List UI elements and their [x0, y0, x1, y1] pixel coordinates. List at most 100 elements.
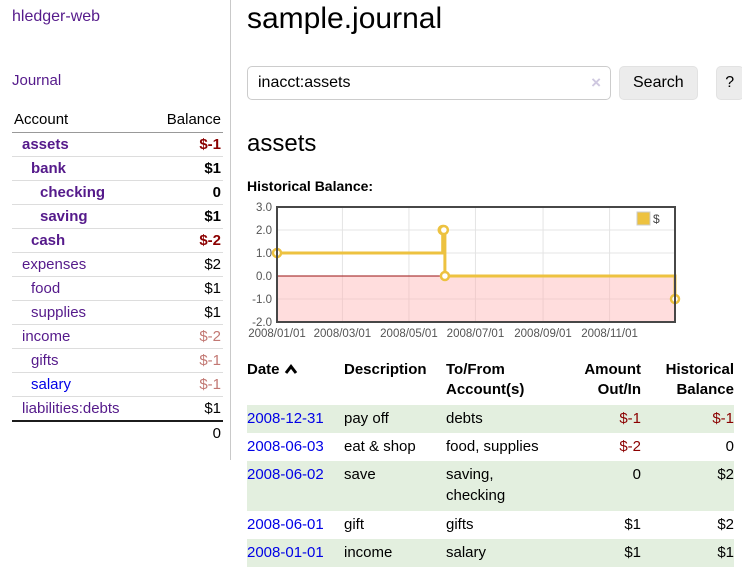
app-title-link[interactable]: hledger-web: [12, 8, 101, 25]
sidebar-account-cash[interactable]: cash: [31, 232, 66, 249]
account-heading: assets: [247, 130, 317, 157]
transaction-description: eat & shop: [344, 437, 416, 455]
accounts-total-spacer: [12, 420, 149, 445]
account-row: bank $1: [12, 156, 223, 181]
transaction-balance: 0: [725, 437, 734, 455]
transaction-date-link[interactable]: 2008-06-01: [247, 515, 324, 533]
app-title: hledger-web: [12, 8, 223, 26]
transaction-amount: $-2: [619, 437, 641, 455]
account-row: saving $1: [12, 204, 223, 229]
transaction-amount: $1: [558, 538, 641, 568]
account-row: income $-2: [12, 324, 223, 349]
transactions-table-body: 2008-12-31 pay off debts $-1 $-1 2008-06-03 ea…: [247, 404, 734, 568]
sidebar-account-checking[interactable]: checking: [40, 184, 106, 201]
transaction-row: 2008-12-31 pay off debts $-1 $-1: [247, 404, 734, 433]
account-row: salary $-1: [12, 372, 223, 397]
svg-text:1.0: 1.0: [256, 248, 272, 260]
sidebar-account-supplies[interactable]: supplies: [31, 304, 87, 321]
app-window: hledger-web Journal Account Balance asse…: [12, 0, 742, 568]
transaction-date-cell: 2008-01-01: [247, 538, 344, 568]
transaction-date-cell: 2008-06-03: [247, 433, 344, 461]
account-balance: $1: [148, 204, 223, 229]
account-balance: 0: [148, 180, 223, 205]
date-column-header[interactable]: Date: [247, 358, 344, 405]
account-balance: $1: [148, 276, 223, 301]
transaction-row: 2008-06-01 gift gifts $1 $2: [247, 511, 734, 539]
account-balance: $-1: [148, 372, 223, 397]
sort-ascending-icon: [284, 361, 298, 381]
svg-text:0.0: 0.0: [256, 271, 272, 283]
transaction-amount: $-1: [558, 404, 641, 433]
transaction-row: 2008-01-01 income salary $1 $1: [247, 538, 734, 568]
help-button[interactable]: ?: [715, 66, 742, 100]
account-row: cash $-2: [12, 228, 223, 253]
main-panel: sample.journal × Search ? assets Histori…: [231, 0, 742, 568]
transaction-balance: $-1: [641, 404, 734, 433]
amount-column-header[interactable]: Amount Out/In: [584, 361, 641, 399]
sidebar-account-income[interactable]: income: [22, 328, 71, 345]
svg-text:2.0: 2.0: [256, 225, 272, 237]
account-balance: $-2: [148, 324, 223, 349]
svg-text:2008/03/01: 2008/03/01: [314, 328, 372, 340]
transaction-date-cell: 2008-06-02: [247, 461, 344, 511]
accounts-total-row: 0: [12, 420, 223, 445]
page-title: sample.journal: [247, 2, 443, 35]
sidebar-account-gifts[interactable]: gifts: [31, 352, 59, 369]
search-input[interactable]: [247, 66, 611, 100]
account-row: supplies $1: [12, 300, 223, 325]
transaction-date-cell: 2008-06-01: [247, 511, 344, 539]
transaction-row: 2008-06-02 save saving, checking 0 $2: [247, 461, 734, 511]
accounts-table-body: assets $-1 bank $1 checking 0 saving $1 cash $-2 e…: [12, 132, 223, 422]
transaction-date-link[interactable]: 2008-01-01: [247, 543, 324, 561]
description-column-header[interactable]: Description: [344, 361, 427, 378]
account-row: expenses $2: [12, 252, 223, 277]
sidebar-account-bank[interactable]: bank: [31, 160, 67, 177]
transaction-date-link[interactable]: 2008-06-02: [247, 466, 324, 484]
transaction-accounts: food, supplies: [446, 437, 539, 455]
sidebar-account-food[interactable]: food: [31, 280, 61, 297]
balance-chart[interactable]: $2008/01/01 2008/03/01 2008/05/01 2008/07/0…: [247, 199, 681, 341]
accounts-table-header-row: Account Balance: [12, 108, 223, 133]
account-column-header: Account: [12, 108, 149, 133]
accounts-table: Account Balance assets $-1 bank $1 checking 0…: [12, 108, 223, 445]
search-input-wrap: ×: [247, 66, 611, 100]
sidebar-account-salary[interactable]: salary: [31, 376, 72, 393]
clear-search-icon[interactable]: ×: [591, 73, 601, 92]
sidebar-item-journal[interactable]: Journal: [12, 72, 62, 89]
transaction-accounts: saving, checking: [446, 461, 558, 511]
balance2-column-header[interactable]: Historical Balance: [665, 361, 734, 399]
accounts-total-value: 0: [148, 420, 223, 445]
transaction-description: save: [344, 461, 446, 511]
svg-text:2008/07/01: 2008/07/01: [447, 328, 505, 340]
account-row: liabilities:debts $1: [12, 396, 223, 422]
account-balance: $1: [148, 156, 223, 181]
transaction-description: gift: [344, 515, 365, 533]
transactions-table: Date Description To/From Account(s) Amou…: [247, 358, 734, 568]
transaction-amount: 0: [558, 461, 641, 511]
account-balance: $-1: [148, 348, 223, 373]
sidebar-account-saving[interactable]: saving: [40, 208, 88, 225]
search-form: × Search ?: [247, 66, 742, 100]
svg-text:2008/01/01: 2008/01/01: [248, 328, 306, 340]
account-balance: $1: [148, 300, 223, 325]
sidebar-account-expenses[interactable]: expenses: [22, 256, 87, 273]
transaction-date-link[interactable]: 2008-06-03: [247, 437, 324, 455]
transaction-date-link[interactable]: 2008-12-31: [247, 409, 324, 427]
transaction-balance: $2: [641, 461, 734, 511]
svg-text:2008/11/01: 2008/11/01: [581, 328, 638, 340]
account-row: food $1: [12, 276, 223, 301]
sidebar-account-assets[interactable]: assets: [22, 136, 69, 153]
transactions-header-row: Date Description To/From Account(s) Amou…: [247, 358, 734, 405]
transaction-date-cell: 2008-12-31: [247, 404, 344, 433]
transaction-balance: $2: [717, 515, 734, 533]
date-column-label: Date: [247, 361, 280, 378]
accounts-column-header[interactable]: To/From Account(s): [446, 361, 525, 399]
account-row: gifts $-1: [12, 348, 223, 373]
transaction-accounts: salary: [446, 538, 558, 568]
sidebar-account-liabilities-debts[interactable]: liabilities:debts: [22, 400, 120, 417]
account-row: assets $-1: [12, 132, 223, 157]
transaction-row: 2008-06-03 eat & shop food, supplies $-2 0: [247, 433, 734, 461]
account-balance: $-2: [148, 228, 223, 253]
search-button[interactable]: Search: [619, 66, 698, 100]
account-row: checking 0: [12, 180, 223, 205]
